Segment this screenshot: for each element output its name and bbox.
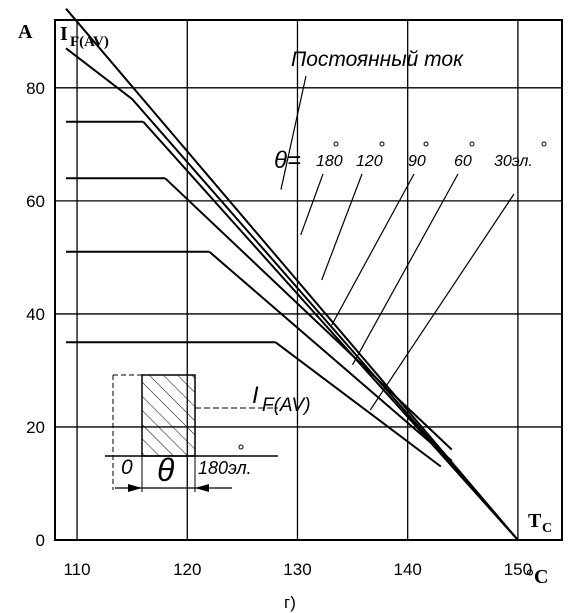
series-line <box>65 47 519 541</box>
series-lines <box>65 8 519 541</box>
plot-frame <box>54 19 563 541</box>
leader-line <box>331 173 415 326</box>
y-symbol-sub: F(AV) <box>70 34 109 50</box>
angle-label: 120 <box>356 153 383 170</box>
x-tick-label: 150 <box>504 560 532 579</box>
x-tick-label: 120 <box>173 560 201 579</box>
inset-start-label: 0 <box>121 456 133 479</box>
x-tick-label: 110 <box>63 560 90 579</box>
inset-arrow-left <box>128 484 142 492</box>
series-line <box>65 8 519 541</box>
degree-mark <box>423 141 429 147</box>
y-tick-label: 80 <box>26 79 45 98</box>
degree-marks <box>333 141 547 147</box>
leader-line <box>369 193 515 411</box>
caption: г) <box>284 593 296 612</box>
y-unit: A <box>18 21 33 43</box>
series-line <box>164 177 453 451</box>
y-tick-label: 60 <box>26 192 45 211</box>
angle-label: 60 <box>454 153 472 170</box>
leader-line <box>321 173 363 281</box>
series-line <box>142 121 519 541</box>
theta-label: θ= <box>274 147 301 174</box>
y-tick-label: 0 <box>36 531 45 550</box>
inset-arrow-right <box>195 484 209 492</box>
x-tick-label: 130 <box>283 560 311 579</box>
inset-diagram: I F(AV) 0 θ 180эл. <box>105 374 311 492</box>
series-line <box>274 341 442 468</box>
inset-current-sub: F(AV) <box>262 395 311 416</box>
angle-label: 90 <box>408 153 426 170</box>
inset-theta: θ <box>157 452 175 488</box>
degree-mark <box>333 141 339 147</box>
angle-label: 180 <box>316 153 343 170</box>
leader-line <box>352 173 459 366</box>
y-tick-label: 40 <box>26 305 45 324</box>
leader-lines <box>280 75 515 411</box>
series-line <box>208 250 453 462</box>
degree-mark <box>541 141 547 147</box>
inset-current-label: I <box>252 382 259 409</box>
dc-label: Постоянный ток <box>291 48 464 71</box>
x-symbol-sub: C <box>542 521 552 536</box>
x-tick-label: 140 <box>394 560 422 579</box>
y-symbol: I <box>60 23 68 45</box>
y-tick-label: 20 <box>26 418 45 437</box>
degree-mark <box>379 141 385 147</box>
leader-line <box>280 75 307 190</box>
inset-end-label: 180эл. <box>198 458 252 478</box>
x-symbol: T <box>528 510 542 532</box>
tick-labels: 110 120 130 140 150 0 20 40 60 80 <box>26 79 532 579</box>
x-unit: °C <box>526 566 548 588</box>
inset-pulse <box>141 374 196 457</box>
degree-mark <box>469 141 475 147</box>
inset-degree-mark <box>238 444 244 450</box>
leader-line <box>300 173 324 235</box>
angle-label: 30эл. <box>494 153 533 170</box>
